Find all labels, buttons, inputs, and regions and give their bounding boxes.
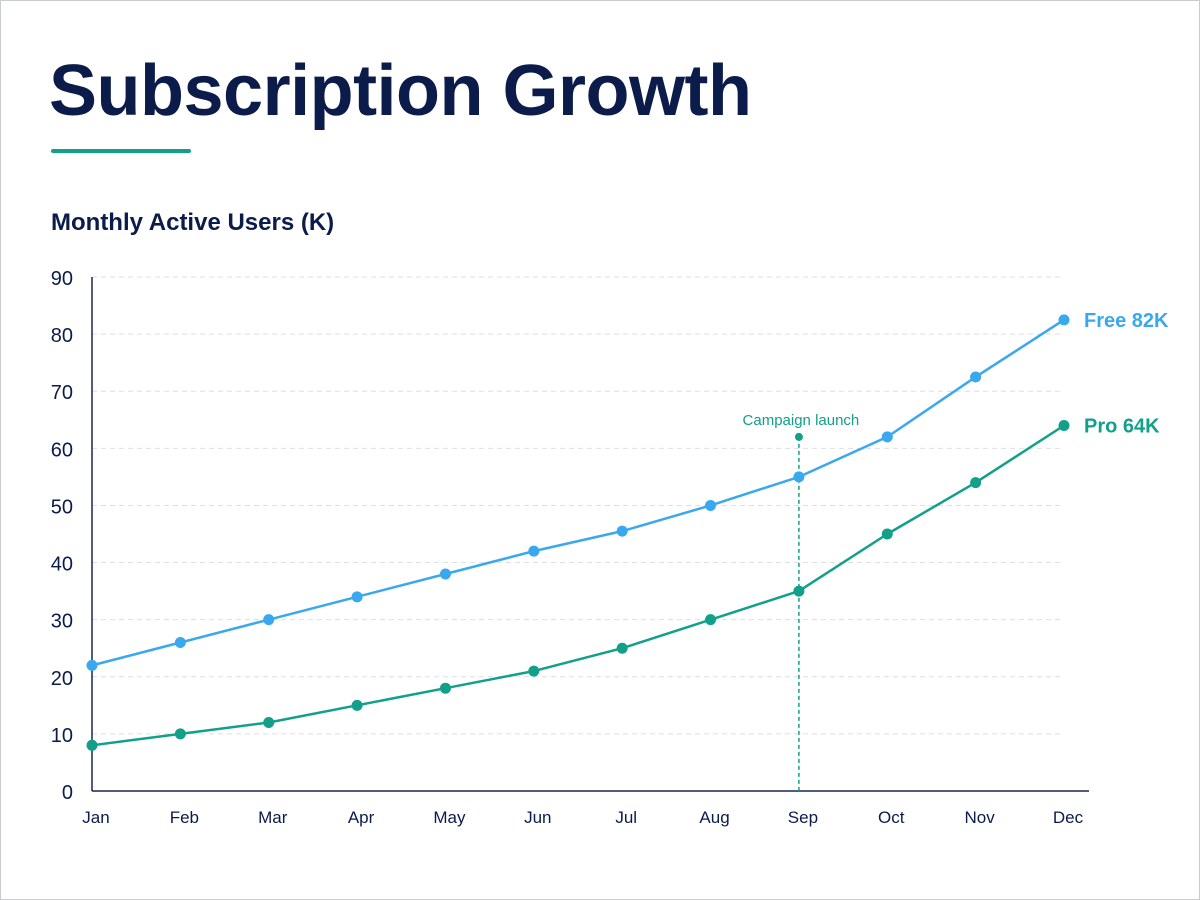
y-tick-label-70: 70 bbox=[51, 382, 73, 404]
data-point-pro-mar bbox=[263, 716, 275, 728]
y-tick-label-30: 30 bbox=[51, 611, 73, 633]
x-tick-label-may: May bbox=[433, 808, 466, 827]
chart-title: Monthly Active Users (K) bbox=[51, 209, 335, 236]
data-point-free-nov bbox=[970, 371, 982, 383]
x-tick-label-mar: Mar bbox=[258, 808, 288, 827]
series-end-label-pro: Pro 64K bbox=[1084, 415, 1160, 437]
data-point-pro-jan bbox=[86, 739, 98, 751]
data-point-free-oct bbox=[881, 431, 893, 443]
data-point-pro-aug bbox=[705, 614, 717, 626]
x-tick-label-jul: Jul bbox=[615, 808, 637, 827]
data-point-pro-apr bbox=[351, 699, 363, 711]
data-point-free-jun bbox=[528, 545, 540, 557]
data-point-free-mar bbox=[263, 614, 275, 626]
data-point-free-jan bbox=[86, 659, 98, 671]
x-tick-label-jun: Jun bbox=[524, 808, 551, 827]
data-point-pro-oct bbox=[881, 528, 893, 540]
data-point-pro-nov bbox=[970, 477, 982, 489]
data-point-free-sep bbox=[793, 471, 805, 483]
x-tick-label-apr: Apr bbox=[348, 808, 375, 827]
series-end-label-free: Free 82K bbox=[1084, 310, 1169, 332]
y-tick-label-10: 10 bbox=[51, 725, 73, 747]
data-point-pro-jun bbox=[528, 665, 540, 677]
y-tick-label-40: 40 bbox=[51, 554, 73, 576]
annotation-label: Campaign launch bbox=[743, 412, 860, 429]
x-tick-label-nov: Nov bbox=[965, 808, 996, 827]
annotation-marker-dot bbox=[794, 432, 803, 441]
y-tick-label-0: 0 bbox=[62, 782, 73, 804]
data-point-free-feb bbox=[174, 637, 186, 649]
data-point-free-jul bbox=[616, 525, 628, 537]
data-point-pro-sep bbox=[793, 585, 805, 597]
data-point-pro-jul bbox=[616, 642, 628, 654]
data-point-free-may bbox=[439, 568, 451, 580]
x-tick-label-feb: Feb bbox=[170, 808, 199, 827]
data-point-free-apr bbox=[351, 591, 363, 603]
x-tick-label-sep: Sep bbox=[788, 808, 818, 827]
y-tick-label-80: 80 bbox=[51, 325, 73, 347]
y-tick-label-50: 50 bbox=[51, 496, 73, 518]
data-point-pro-may bbox=[439, 682, 451, 694]
x-tick-label-dec: Dec bbox=[1053, 808, 1084, 827]
y-tick-label-60: 60 bbox=[51, 439, 73, 461]
page-title: Subscription Growth bbox=[49, 51, 752, 131]
series-line-pro bbox=[91, 424, 1065, 747]
data-point-free-dec bbox=[1058, 314, 1070, 326]
x-tick-label-jan: Jan bbox=[82, 808, 109, 827]
x-tick-label-aug: Aug bbox=[699, 808, 729, 827]
data-point-free-aug bbox=[705, 499, 717, 511]
x-tick-label-oct: Oct bbox=[878, 808, 905, 827]
series-line-free bbox=[91, 318, 1065, 667]
data-point-pro-dec bbox=[1058, 419, 1070, 431]
y-tick-label-20: 20 bbox=[51, 668, 73, 690]
y-tick-label-90: 90 bbox=[51, 268, 73, 290]
data-point-pro-feb bbox=[174, 728, 186, 740]
title-accent-rule bbox=[51, 149, 191, 153]
